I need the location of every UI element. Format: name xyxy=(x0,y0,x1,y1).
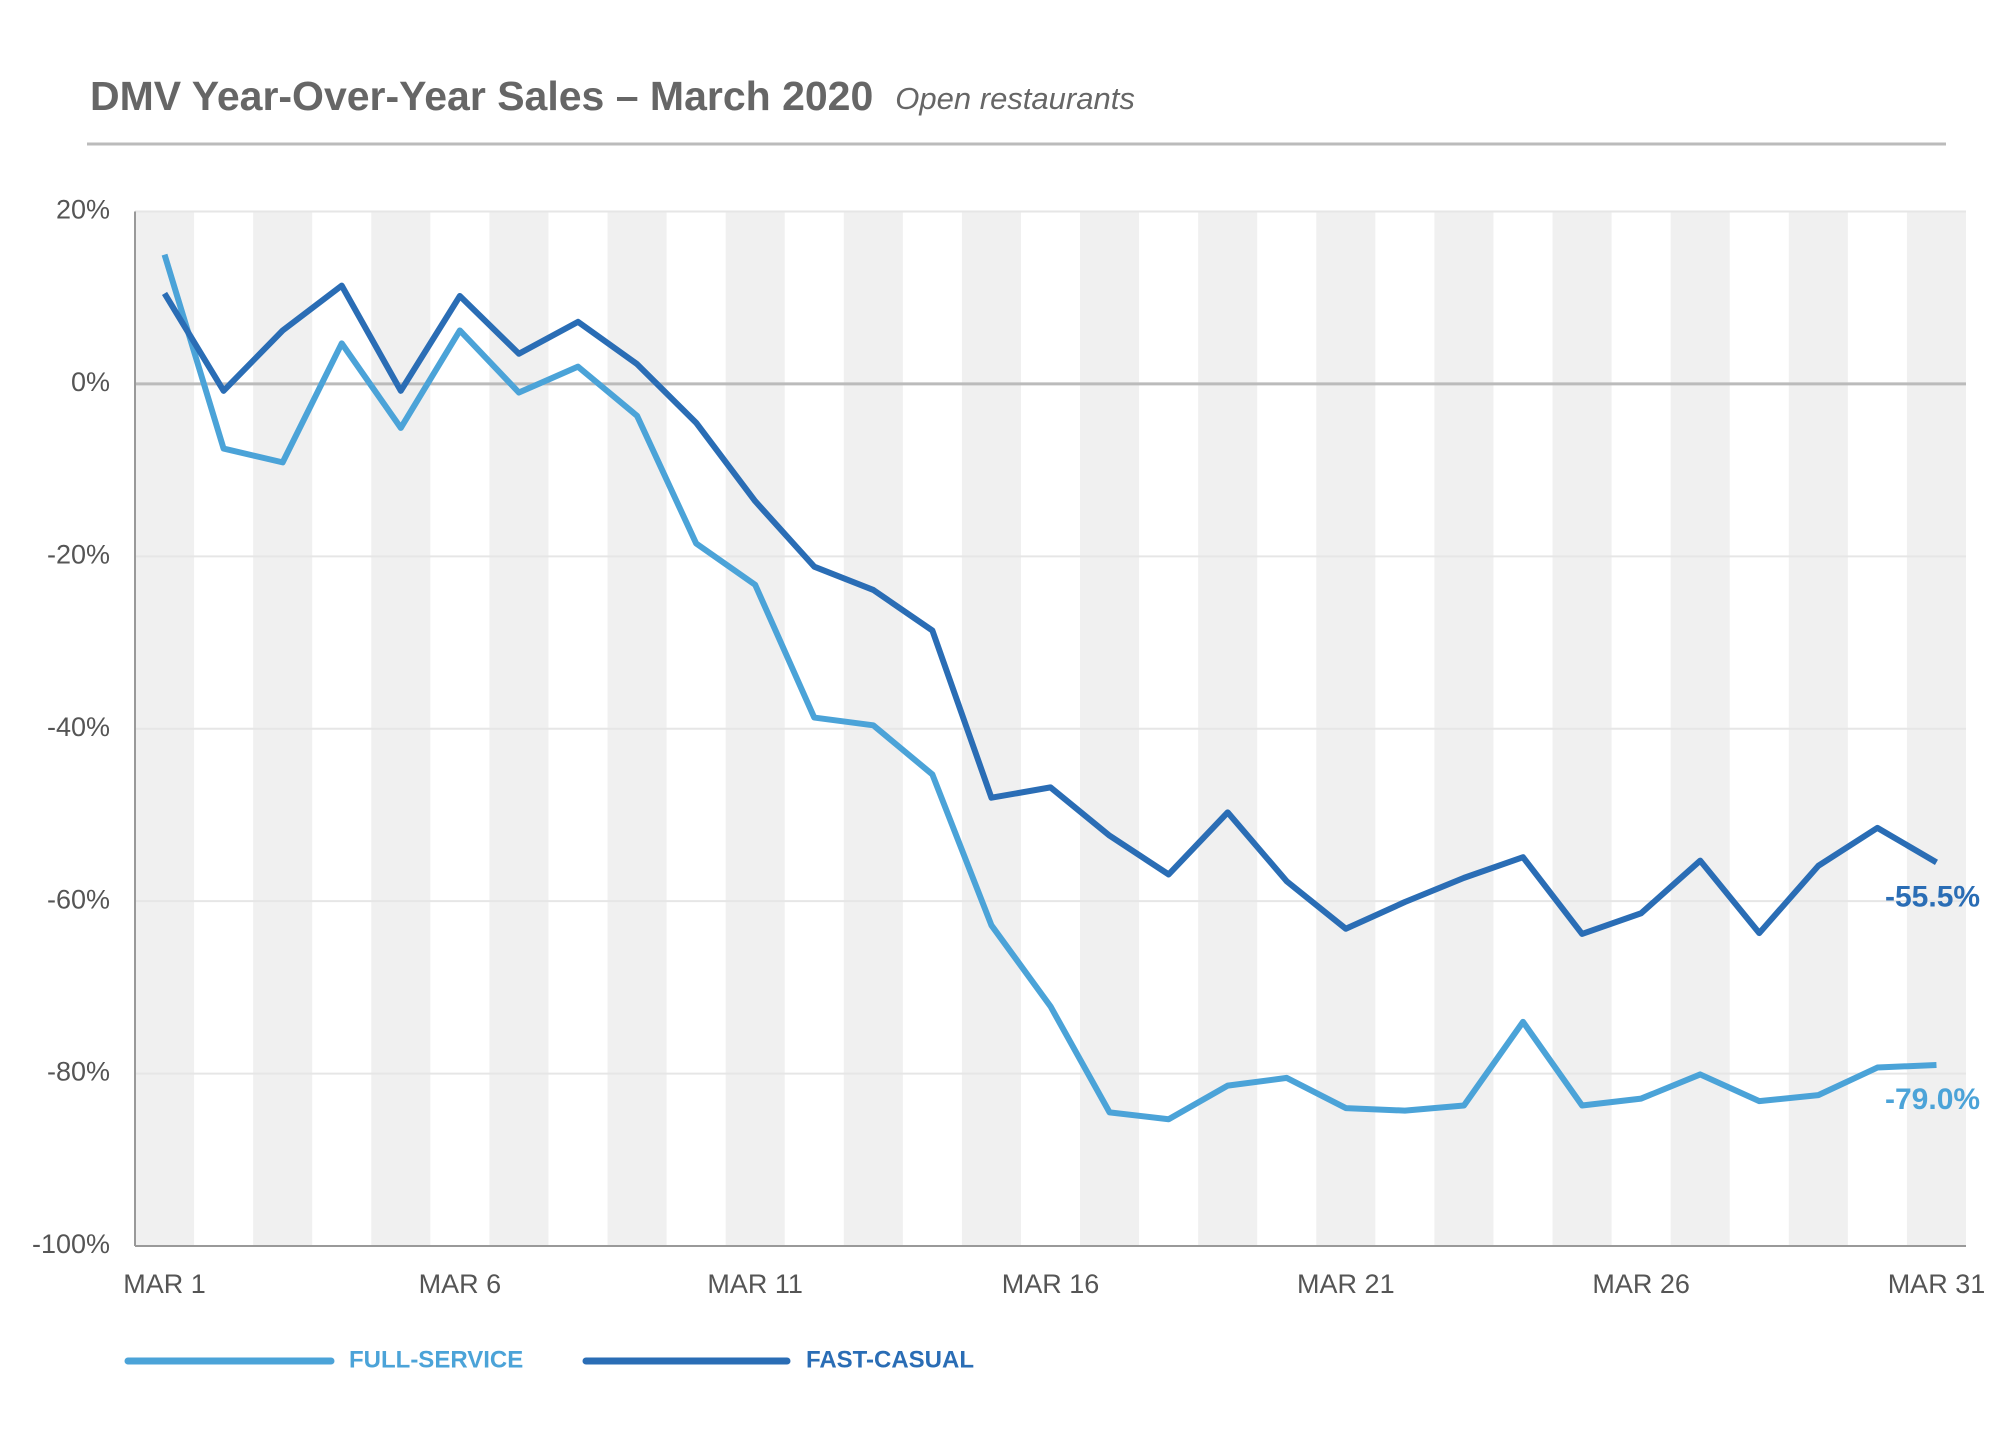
x-tick-label: MAR 11 xyxy=(707,1269,803,1299)
x-tick-label: MAR 1 xyxy=(123,1269,206,1299)
x-tick-label: MAR 16 xyxy=(1002,1269,1100,1299)
x-tick-label: MAR 26 xyxy=(1592,1269,1690,1299)
y-tick-label: -20% xyxy=(47,539,110,569)
y-tick-label: -40% xyxy=(47,712,110,742)
legend-label: FULL-SERVICE xyxy=(349,1346,523,1373)
y-tick-label: -80% xyxy=(47,1057,110,1087)
x-tick-label: MAR 31 xyxy=(1888,1269,1986,1299)
y-tick-label: -60% xyxy=(47,884,110,914)
y-tick-label: -100% xyxy=(32,1229,110,1259)
y-tick-label: 0% xyxy=(71,367,110,397)
chart-title: DMV Year-Over-Year Sales – March 2020 xyxy=(90,73,873,119)
series-line xyxy=(161,253,1937,1123)
x-tick-label: MAR 21 xyxy=(1297,1269,1395,1299)
end-label: -55.5% xyxy=(1885,880,1980,913)
legend-label: FAST-CASUAL xyxy=(806,1346,974,1373)
x-tick-label: MAR 6 xyxy=(419,1269,502,1299)
series-line xyxy=(161,282,1938,937)
chart-subtitle: Open restaurants xyxy=(895,81,1135,116)
y-tick-label: 20% xyxy=(56,195,110,225)
end-label: -79.0% xyxy=(1885,1083,1980,1116)
